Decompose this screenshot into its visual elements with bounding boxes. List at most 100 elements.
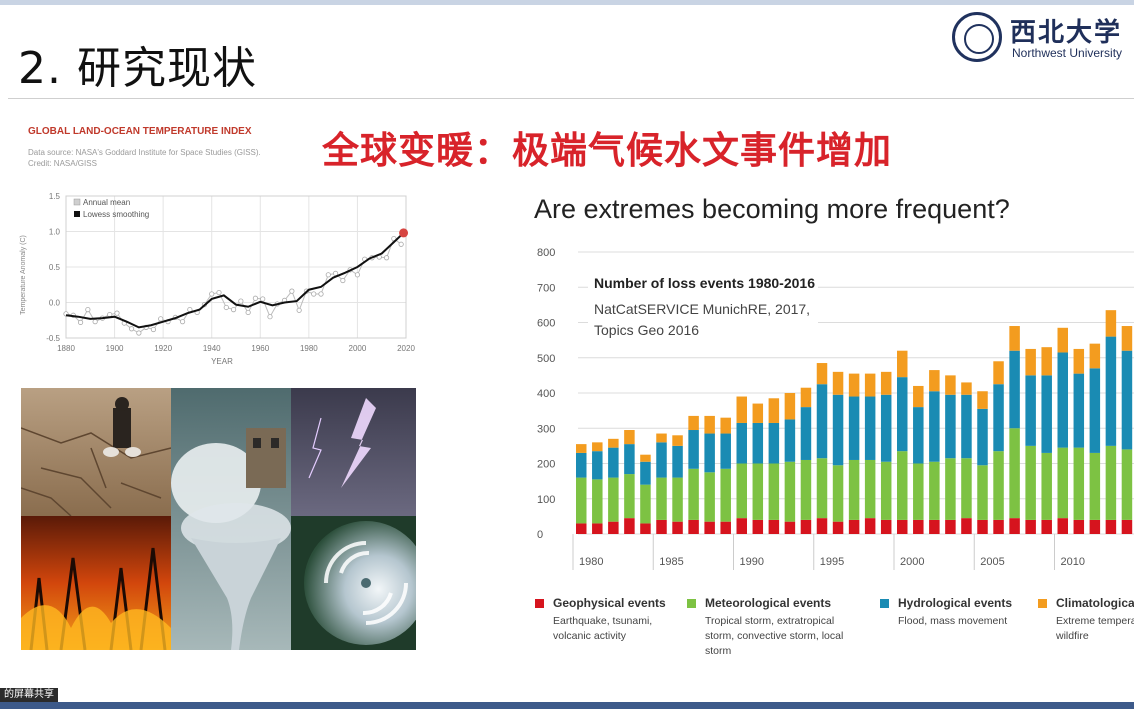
bar-hydrological xyxy=(848,396,860,460)
bar-geophysical xyxy=(656,519,667,534)
bar-geophysical xyxy=(993,519,1004,534)
temp-y-tick-label: 0.5 xyxy=(49,263,61,272)
bar-geophysical xyxy=(913,519,924,534)
bar-meteorological xyxy=(736,463,747,519)
annotation-line-1: Number of loss events 1980-2016 xyxy=(594,275,815,291)
loss-chart-annotation: Number of loss events 1980-2016 NatCatSE… xyxy=(588,264,818,346)
loss-chart-title: Are extremes becoming more frequent? xyxy=(534,194,1010,224)
bar-meteorological xyxy=(1073,447,1085,520)
temp-x-tick-label: 1880 xyxy=(57,344,75,353)
bar-climatological xyxy=(993,361,1004,385)
annual-mean-point xyxy=(354,272,361,278)
temp-y-axis-label: Temperature Anomaly (C) xyxy=(20,235,27,315)
bar-meteorological xyxy=(913,463,924,520)
headline: 全球变暖：极端气候水文事件增加 xyxy=(322,128,892,172)
bar-climatological xyxy=(897,350,908,378)
legend-swatch-geophysical xyxy=(535,599,544,608)
bar-hydrological xyxy=(608,447,619,478)
bar-geophysical xyxy=(864,518,876,534)
drought-icon xyxy=(21,388,172,517)
bar-meteorological xyxy=(945,458,956,520)
temp-x-tick-label: 2020 xyxy=(397,344,415,353)
bar-meteorological xyxy=(1041,452,1052,520)
bar-climatological xyxy=(1057,327,1068,353)
bar-hydrological xyxy=(576,452,587,478)
bar-climatological xyxy=(1089,343,1101,369)
annual-mean-point xyxy=(114,310,120,316)
bar-meteorological xyxy=(1105,445,1117,520)
bar-geophysical xyxy=(704,521,715,534)
bar-hydrological xyxy=(768,422,780,464)
bar-meteorological xyxy=(672,477,683,522)
annual-mean-point xyxy=(85,307,91,313)
temp-plot-frame xyxy=(65,195,407,339)
lightning-icon xyxy=(291,388,416,516)
legend-hydrological-desc: Flood, mass movement xyxy=(898,615,1008,627)
bar-geophysical xyxy=(945,519,956,534)
latest-value-dot xyxy=(399,228,409,238)
bar-geophysical xyxy=(929,519,940,534)
bar-hydrological xyxy=(1057,352,1068,448)
annual-mean-point xyxy=(150,326,157,333)
bar-meteorological xyxy=(848,459,860,520)
bar-hydrological xyxy=(624,444,635,475)
bar-geophysical xyxy=(1041,519,1052,534)
bar-hydrological xyxy=(720,433,731,469)
bar-meteorological xyxy=(832,465,844,522)
annual-mean-point xyxy=(325,272,331,278)
bar-hydrological xyxy=(656,442,667,478)
annual-mean-point xyxy=(158,316,164,322)
annual-mean-point xyxy=(383,255,390,261)
annual-mean-point xyxy=(230,307,237,313)
loss-y-tick-label: 300 xyxy=(537,423,555,435)
bar-climatological xyxy=(656,433,667,443)
bar-meteorological xyxy=(800,459,812,520)
temp-chart-credit: Credit: NASA/GISS xyxy=(28,159,97,168)
temp-y-tick-label: 1.0 xyxy=(49,228,61,237)
annual-mean-point xyxy=(267,314,273,320)
loss-x-tick-label: 1995 xyxy=(820,556,844,568)
loss-x-tick-label: 2000 xyxy=(900,556,924,568)
temperature-chart: -0.5 0.0 0.5 1.0 1.5 1880 1900 1920 1940 1960 1980… xyxy=(20,192,415,366)
bar-hydrological xyxy=(816,384,828,459)
bar-hydrological xyxy=(913,407,924,464)
bar-geophysical xyxy=(1009,518,1020,534)
legend-geophysical-name: Geophysical events xyxy=(553,596,666,610)
annual-mean-point xyxy=(128,326,135,332)
annual-mean-line xyxy=(65,237,402,334)
bar-climatological xyxy=(768,398,780,423)
bar-hydrological xyxy=(592,451,603,480)
temp-y-tick-label: 1.5 xyxy=(49,192,61,201)
bar-climatological xyxy=(672,435,683,446)
loss-y-tick-label: 0 xyxy=(537,529,543,541)
bar-hydrological xyxy=(704,433,715,473)
annual-mean-point xyxy=(289,288,295,294)
bar-meteorological xyxy=(688,468,699,520)
loss-x-tick-label: 2005 xyxy=(980,556,1004,568)
legend-lowess: Lowess smoothing xyxy=(83,210,149,219)
bar-geophysical xyxy=(608,521,619,534)
legend-swatch-climatological xyxy=(1038,599,1047,608)
bar-climatological xyxy=(913,385,924,408)
bar-hydrological xyxy=(880,394,892,462)
bar-meteorological xyxy=(640,484,651,524)
bar-hydrological xyxy=(672,445,683,478)
bar-geophysical xyxy=(1121,519,1133,534)
loss-y-tick-label: 100 xyxy=(537,494,555,506)
bar-climatological xyxy=(624,430,635,445)
logo-chinese-name: 西北大学 xyxy=(1010,18,1123,48)
bar-climatological xyxy=(576,444,587,453)
loss-y-tick-label: 400 xyxy=(537,388,555,400)
screen-share-label: 的屏幕共享 xyxy=(0,688,58,702)
hurricane-icon xyxy=(291,516,416,650)
loss-y-tick-label: 600 xyxy=(537,318,555,330)
legend-annual-mean: Annual mean xyxy=(83,198,130,207)
annotation-line-2: NatCatSERVICE MunichRE, 2017, xyxy=(594,301,810,317)
legend-swatch-meteorological xyxy=(687,599,696,608)
bar-meteorological xyxy=(656,477,667,520)
loss-x-tick-label: 1990 xyxy=(740,556,764,568)
annual-mean-point xyxy=(260,296,266,302)
bar-hydrological xyxy=(832,394,844,466)
bar-meteorological xyxy=(880,461,892,520)
bar-hydrological xyxy=(1089,368,1101,453)
